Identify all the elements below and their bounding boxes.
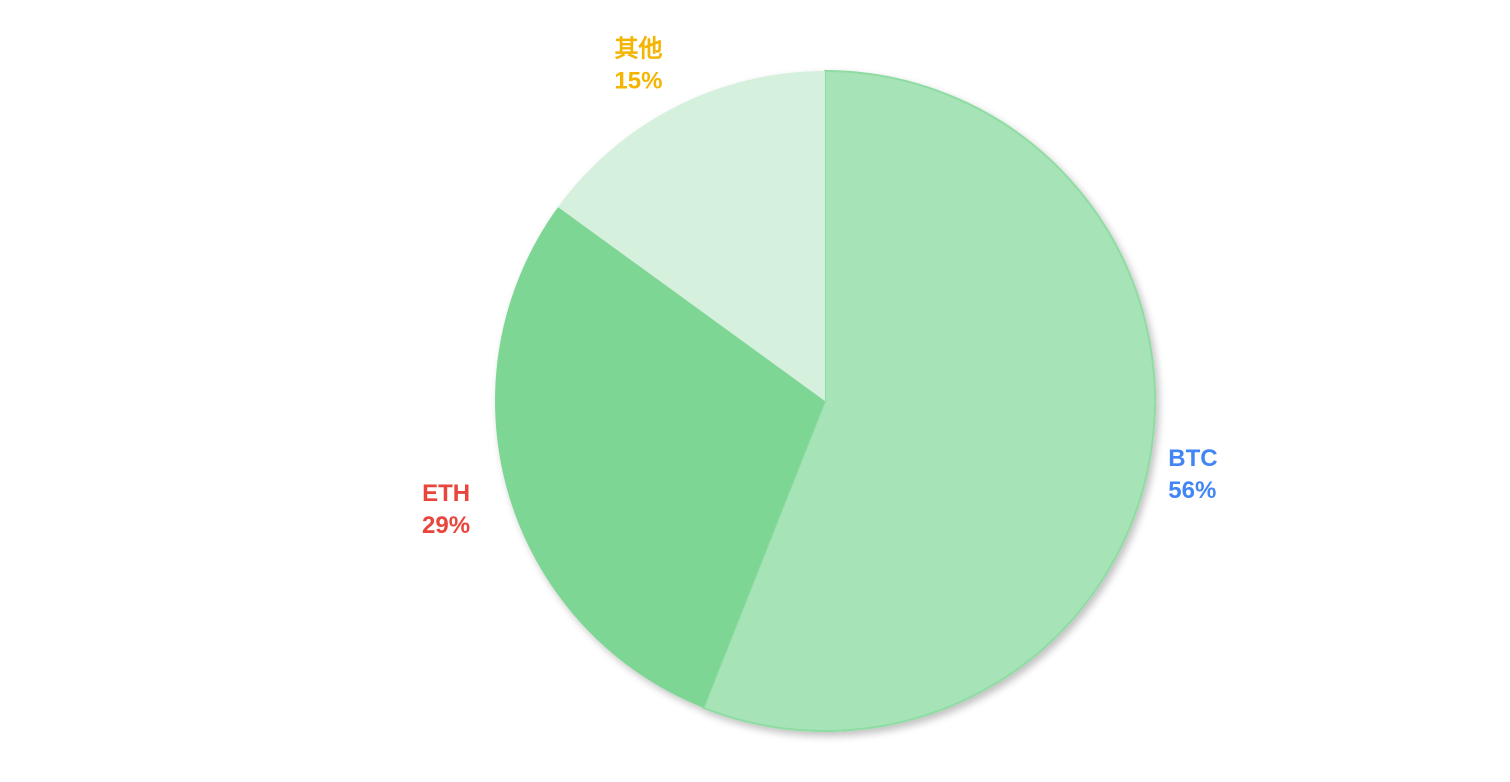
pie-slice-btc: [702, 69, 1156, 732]
slice-value-label-1: 29%: [422, 512, 470, 539]
pie-slice-eth: [494, 207, 825, 708]
slice-label-2: 其他: [614, 35, 662, 62]
slice-label-1: ETH: [422, 480, 470, 507]
slice-value-label-0: 56%: [1168, 477, 1216, 504]
pie-labels: BTC 56% ETH 29% 其他 15%: [422, 35, 1218, 539]
slice-value-label-2: 15%: [614, 67, 662, 94]
pie-slices: [494, 69, 1156, 732]
pie-slice-other-2: [558, 71, 825, 401]
slice-label-0: BTC: [1168, 445, 1217, 472]
